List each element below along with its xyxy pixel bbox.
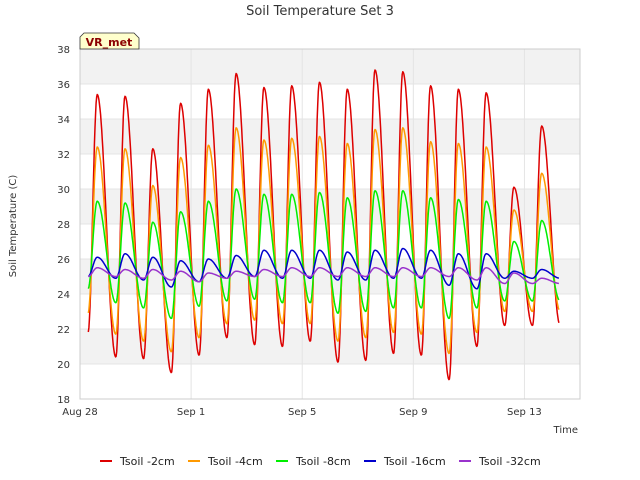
legend-label: Tsoil -16cm xyxy=(383,455,446,468)
y-tick-label: 30 xyxy=(57,185,70,196)
x-tick-label: Sep 1 xyxy=(177,407,205,418)
series-line-tsoil-32cm xyxy=(88,267,560,285)
plot-band xyxy=(80,189,580,224)
dataset-tag: VR_met xyxy=(79,32,140,50)
x-tick-label: Aug 28 xyxy=(62,407,97,418)
chart-title: Soil Temperature Set 3 xyxy=(246,4,394,19)
plot-band xyxy=(80,49,580,84)
dataset-tag-box xyxy=(79,32,140,50)
y-tick-label: 18 xyxy=(57,395,70,406)
y-tick-label: 36 xyxy=(57,80,70,91)
y-tick-label: 34 xyxy=(57,115,70,126)
plot-band xyxy=(80,329,580,364)
y-tick-label: 24 xyxy=(57,290,70,301)
legend-label: Tsoil -4cm xyxy=(207,455,263,468)
x-tick-label: Sep 13 xyxy=(507,407,542,418)
legend-label: Tsoil -2cm xyxy=(119,455,175,468)
legend-label: Tsoil -32cm xyxy=(478,455,541,468)
y-tick-label: 32 xyxy=(57,150,70,161)
dataset-tag-label: VR_met xyxy=(86,36,133,49)
y-axis-ticks: 18 20 22 24 26 28 30 32 34 36 38 xyxy=(57,45,70,406)
plot-frame xyxy=(79,48,581,400)
y-tick-label: 28 xyxy=(57,220,70,231)
legend: Tsoil -2cm Tsoil -4cm Tsoil -8cm Tsoil -16c… xyxy=(100,455,541,468)
y-axis-label: Soil Temperature (C) xyxy=(8,175,19,278)
plot-bands xyxy=(80,49,580,364)
x-axis-ticks: Aug 28 Sep 1 Sep 5 Sep 9 Sep 13 xyxy=(62,407,542,418)
x-axis-label: Time xyxy=(553,425,578,436)
legend-label: Tsoil -8cm xyxy=(295,455,351,468)
y-tick-label: 20 xyxy=(57,360,70,371)
y-tick-label: 26 xyxy=(57,255,70,266)
y-tick-label: 22 xyxy=(57,325,70,336)
plot-band xyxy=(80,119,580,154)
x-tick-label: Sep 9 xyxy=(399,407,427,418)
y-tick-label: 38 xyxy=(57,45,70,56)
series-lines xyxy=(87,69,560,381)
x-tick-label: Sep 5 xyxy=(288,407,316,418)
